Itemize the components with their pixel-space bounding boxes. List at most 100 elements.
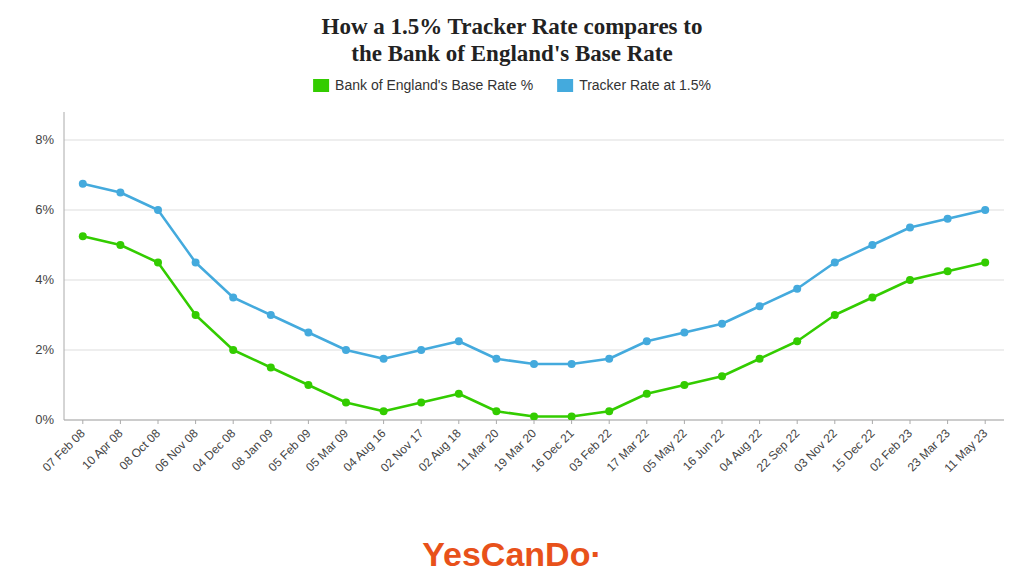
y-tick-label: 2%: [35, 342, 54, 357]
x-tick: [872, 420, 873, 424]
point: [756, 302, 764, 310]
point: [530, 413, 538, 421]
y-tick-label: 4%: [35, 272, 54, 287]
point: [116, 241, 124, 249]
legend: Bank of England's Base Rate %Tracker Rat…: [313, 77, 711, 93]
x-tick-label: 05 May 22: [640, 426, 690, 476]
x-tick: [985, 420, 986, 424]
point: [643, 337, 651, 345]
series-line: [83, 184, 985, 364]
x-tick: [571, 420, 572, 424]
point: [192, 311, 200, 319]
x-tick-label: 04 Dec 08: [190, 426, 239, 475]
point: [605, 355, 613, 363]
point: [981, 259, 989, 267]
point: [756, 355, 764, 363]
x-tick: [834, 420, 835, 424]
point: [79, 232, 87, 240]
point: [380, 407, 388, 415]
y-tick-label: 8%: [35, 132, 54, 147]
background: [0, 0, 1024, 580]
point: [455, 390, 463, 398]
point: [455, 337, 463, 345]
x-tick: [684, 420, 685, 424]
point: [680, 329, 688, 337]
y-axis-line: [64, 112, 65, 420]
plot-area: [79, 180, 989, 420]
legend-label: Bank of England's Base Rate %: [335, 77, 533, 93]
point: [267, 311, 275, 319]
point: [154, 206, 162, 214]
title-line: How a 1.5% Tracker Rate compares to: [322, 14, 703, 39]
point: [831, 311, 839, 319]
point: [643, 390, 651, 398]
x-tick: [947, 420, 948, 424]
legend-swatch: [313, 79, 329, 92]
point: [267, 364, 275, 372]
x-tick-label: 07 Feb 08: [40, 426, 88, 474]
point: [417, 346, 425, 354]
series-line: [83, 236, 985, 416]
point: [79, 180, 87, 188]
point: [680, 381, 688, 389]
x-tick: [120, 420, 121, 424]
point: [944, 267, 952, 275]
x-tick: [797, 420, 798, 424]
point: [492, 407, 500, 415]
x-tick: [910, 420, 911, 424]
x-tick: [421, 420, 422, 424]
x-tick: [496, 420, 497, 424]
point: [192, 259, 200, 267]
point: [831, 259, 839, 267]
x-tick-label: 11 May 23: [941, 426, 990, 475]
x-tick: [158, 420, 159, 424]
grid-line: [64, 350, 1004, 351]
point: [492, 355, 500, 363]
grid-line: [64, 280, 1004, 281]
x-tick: [609, 420, 610, 424]
point: [530, 360, 538, 368]
point: [793, 337, 801, 345]
y-tick-label: 6%: [35, 202, 54, 217]
x-tick: [759, 420, 760, 424]
grid: [64, 140, 1004, 420]
point: [154, 259, 162, 267]
x-tick: [722, 420, 723, 424]
x-tick: [195, 420, 196, 424]
title-line: the Bank of England's Base Rate: [351, 41, 672, 66]
x-tick: [534, 420, 535, 424]
grid-line: [64, 210, 1004, 211]
point: [417, 399, 425, 407]
x-tick: [308, 420, 309, 424]
point: [116, 189, 124, 197]
legend-swatch: [557, 79, 573, 92]
x-tick: [646, 420, 647, 424]
point: [944, 215, 952, 223]
point: [380, 355, 388, 363]
point: [906, 224, 914, 232]
x-tick: [82, 420, 83, 424]
x-tick: [383, 420, 384, 424]
point: [342, 346, 350, 354]
chart: 0%2%4%6%8%07 Feb 0810 Apr 0808 Oct 0806 …: [0, 0, 1024, 580]
point: [793, 285, 801, 293]
watermark: YesCanDo·: [422, 535, 602, 573]
x-tick: [233, 420, 234, 424]
point: [868, 241, 876, 249]
point: [229, 294, 237, 302]
x-tick: [270, 420, 271, 424]
point: [568, 360, 576, 368]
point: [718, 372, 726, 380]
point: [981, 206, 989, 214]
point: [342, 399, 350, 407]
point: [304, 329, 312, 337]
x-tick: [458, 420, 459, 424]
x-tick: [346, 420, 347, 424]
point: [718, 320, 726, 328]
grid-line: [64, 140, 1004, 141]
point: [605, 407, 613, 415]
point: [568, 413, 576, 421]
title: How a 1.5% Tracker Rate compares tothe B…: [322, 14, 703, 66]
point: [868, 294, 876, 302]
point: [906, 276, 914, 284]
